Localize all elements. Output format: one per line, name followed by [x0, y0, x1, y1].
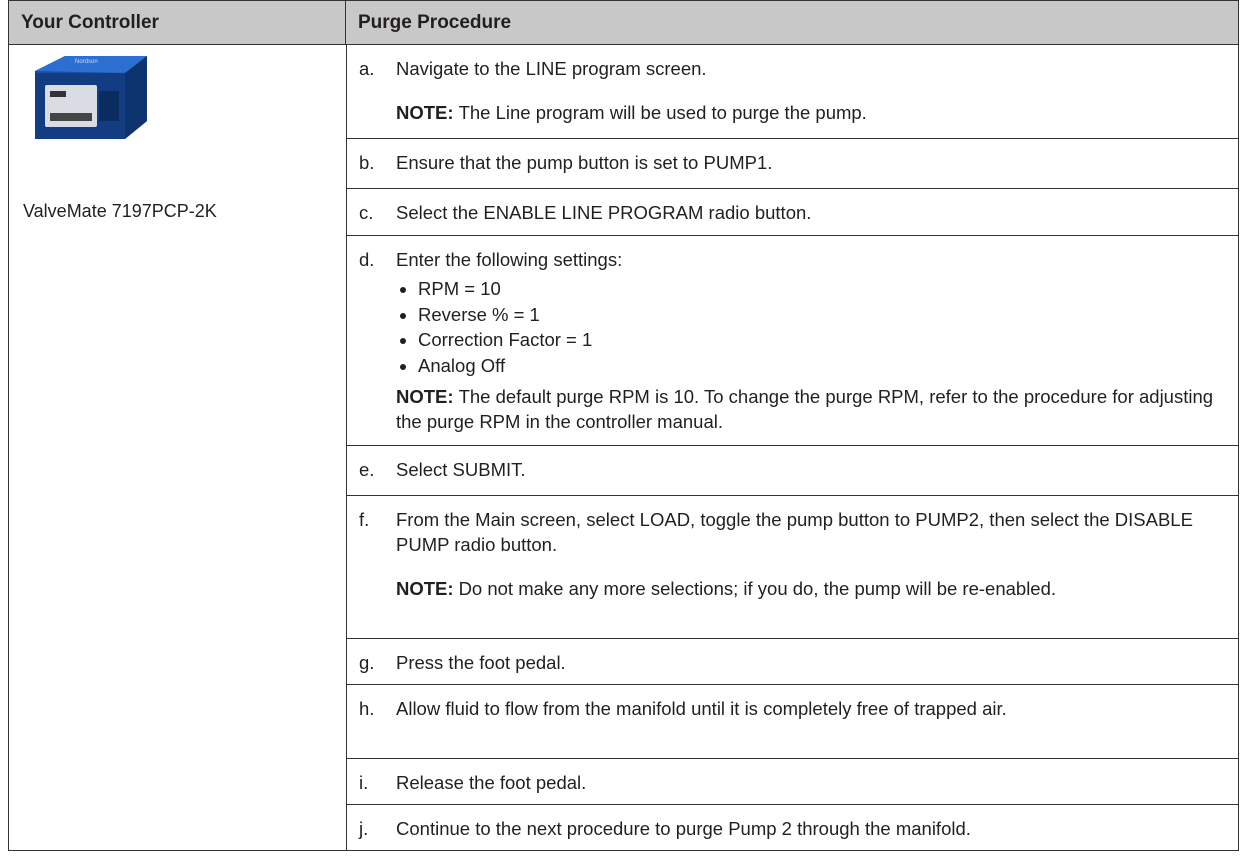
note: NOTE: The Line program will be used to pu…: [396, 100, 1226, 125]
note: NOTE: The default purge RPM is 10. To cha…: [396, 384, 1226, 434]
bullet-item: RPM = 10: [418, 276, 1226, 302]
step-text: Enter the following settings:: [396, 249, 623, 270]
step-text: Navigate to the LINE program screen.: [396, 58, 707, 79]
step-row: b. Ensure that the pump button is set to …: [346, 139, 1238, 189]
bullet-list: RPM = 10Reverse % = 1Correction Factor =…: [396, 276, 1226, 378]
step-row: f. From the Main screen, select LOAD, tog…: [346, 496, 1238, 639]
step-letter: d.: [359, 249, 375, 270]
svg-text:Nordson: Nordson: [75, 59, 98, 65]
step-text: Press the foot pedal.: [396, 652, 566, 673]
note: NOTE: Do not make any more selections; if…: [396, 576, 1226, 601]
step-letter: b.: [359, 152, 375, 173]
step-row: e. Select SUBMIT.: [346, 446, 1238, 496]
note-label: NOTE:: [396, 386, 454, 407]
step-row: a. Navigate to the LINE program screen. NO…: [346, 45, 1238, 139]
step-text: From the Main screen, select LOAD, toggl…: [396, 509, 1193, 555]
controller-label: ValveMate 7197PCP-2K: [23, 201, 217, 221]
step-text: Allow fluid to flow from the manifold un…: [396, 698, 1007, 719]
step-letter: g.: [359, 652, 375, 673]
note-label: NOTE:: [396, 102, 454, 123]
step-text: Continue to the next procedure to purge …: [396, 818, 971, 839]
note-text: The Line program will be used to purge t…: [458, 102, 867, 123]
note-text: The default purge RPM is 10. To change t…: [396, 386, 1214, 432]
step-letter: i.: [359, 772, 369, 793]
procedure-cell: a. Navigate to the LINE program screen. NO…: [346, 45, 1238, 851]
step-row: c. Select the ENABLE LINE PROGRAM radio b…: [346, 189, 1238, 236]
note-text: Do not make any more selections; if you …: [458, 578, 1057, 599]
table: Your Controller Purge Procedure Nordson …: [8, 0, 1239, 851]
controller-image: Nordson: [35, 56, 147, 139]
step-row: h. Allow fluid to flow from the manifold …: [346, 685, 1238, 759]
bullet-item: Reverse % = 1: [418, 302, 1226, 328]
bullet-item: Analog Off: [418, 353, 1226, 379]
note-label: NOTE:: [396, 578, 454, 599]
step-letter: a.: [359, 58, 375, 79]
step-letter: e.: [359, 459, 375, 480]
step-letter: c.: [359, 202, 374, 223]
step-letter: h.: [359, 698, 375, 719]
step-row: i. Release the foot pedal.: [346, 759, 1238, 805]
header-cell: Your Controller: [9, 1, 346, 45]
step-text: Ensure that the pump button is set to PU…: [396, 152, 773, 173]
step-row: j. Continue to the next procedure to purg…: [346, 805, 1238, 851]
controller-cell: Nordson ValveMate 7197PCP-2K: [9, 45, 347, 850]
step-letter: f.: [359, 509, 370, 530]
step-text: Select the ENABLE LINE PROGRAM radio but…: [396, 202, 812, 223]
step-letter: j.: [359, 818, 369, 839]
step-text: Release the foot pedal.: [396, 772, 587, 793]
step-row: g. Press the foot pedal.: [346, 639, 1238, 685]
step-text: Select SUBMIT.: [396, 459, 526, 480]
bullet-item: Correction Factor = 1: [418, 327, 1226, 353]
step-row: d. Enter the following settings: RPM = 10R…: [346, 236, 1238, 446]
header-cell: Purge Procedure: [346, 1, 1238, 45]
